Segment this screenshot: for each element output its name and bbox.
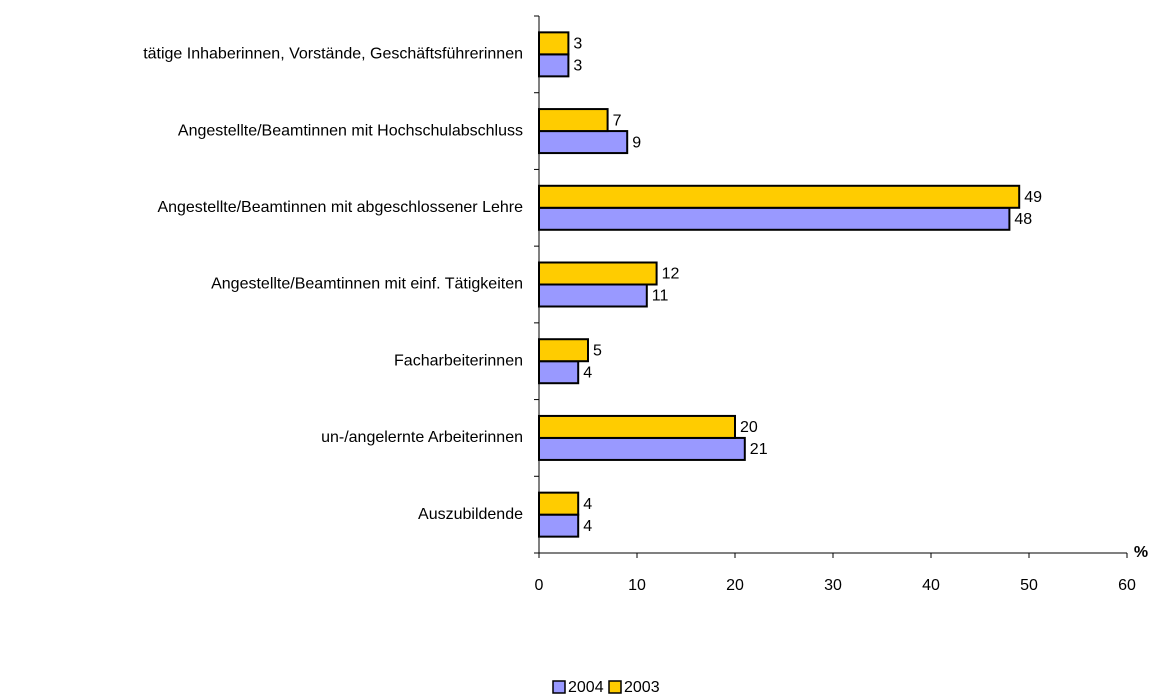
x-tick-label: 30 [824,577,842,594]
data-label: 12 [662,266,680,283]
bar [538,108,609,133]
x-tick-label: 40 [922,577,940,594]
bar [538,338,589,363]
bar [538,414,736,439]
bar [538,184,1021,209]
data-label: 20 [740,419,758,436]
x-axis-label: % [1134,544,1148,561]
data-label: 5 [593,342,602,359]
data-label: 4 [583,364,592,381]
y-tick-label: Angestellte/Beamtinnen mit abgeschlossen… [157,199,523,216]
legend-swatch [608,680,622,694]
bar [538,53,570,78]
data-label: 4 [583,496,592,513]
bar [538,436,746,461]
bar [538,513,580,538]
y-tick-label: un-/angelernte Arbeiterinnen [321,429,523,446]
y-tick-label: Auszubildende [418,506,523,523]
data-label: 49 [1024,189,1042,206]
y-tick-label: Facharbeiterinnen [394,352,523,369]
data-label: 11 [652,288,669,305]
bar [538,206,1011,231]
x-tick-label: 10 [628,577,646,594]
bar [538,31,570,56]
y-tick-label: Angestellte/Beamtinnen mit Hochschulabsc… [178,122,523,139]
data-label: 7 [613,112,622,129]
data-label: 9 [632,134,641,151]
legend-label: 2004 [568,679,604,695]
bar [538,491,580,516]
bar [538,360,580,385]
data-label: 21 [750,441,768,458]
bar [538,130,629,155]
y-tick-label: tätige Inhaberinnen, Vorstände, Geschäft… [143,46,523,63]
data-label: 4 [583,518,592,535]
legend-swatch [552,680,566,694]
x-tick-label: 20 [726,577,744,594]
data-label: 48 [1014,211,1032,228]
legend-label: 2003 [624,679,660,695]
data-label: 3 [573,58,582,75]
x-tick-label: 0 [535,577,544,594]
data-label: 3 [573,36,582,53]
y-tick-label: Angestellte/Beamtinnen mit einf. Tätigke… [211,276,523,293]
bar [538,283,648,308]
x-tick-label: 60 [1118,577,1136,594]
bar [538,261,658,286]
x-tick-label: 50 [1020,577,1038,594]
